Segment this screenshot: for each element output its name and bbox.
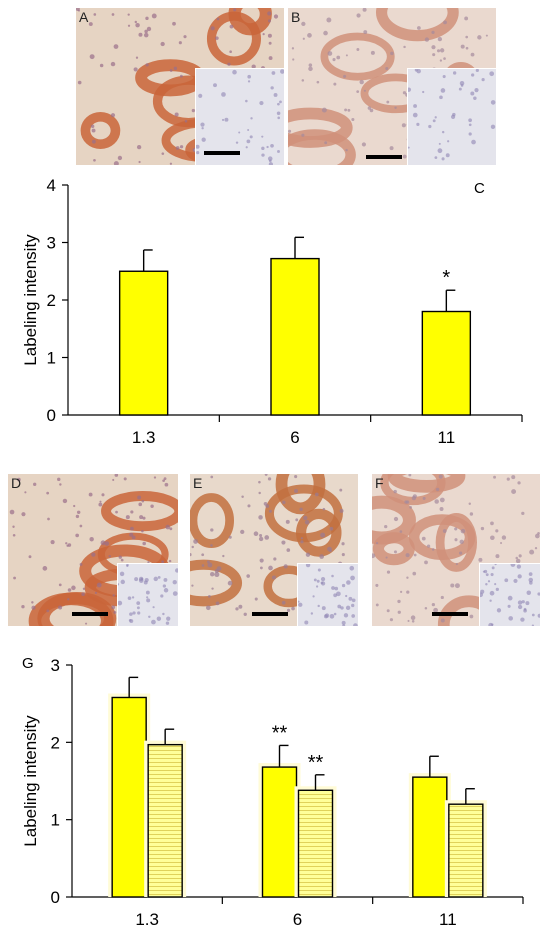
significance-marker: * [442, 267, 450, 289]
panel-label-b: B [291, 9, 301, 25]
scale-bar-f [432, 612, 468, 616]
bar [421, 310, 472, 416]
control-inset-e [297, 562, 358, 626]
panel-label-f: F [375, 475, 384, 491]
chart-panel-label: G [22, 655, 34, 672]
micrograph-panel-d: D [8, 474, 178, 626]
scale-bar-e [252, 612, 288, 616]
y-tick-label: 2 [47, 291, 56, 310]
x-tick-label: 6 [293, 910, 302, 929]
micrograph-panel-b: B [288, 8, 496, 165]
panel-label-e: E [193, 475, 203, 491]
micrograph-panel-f: F [372, 474, 540, 626]
x-tick-label: 11 [439, 910, 457, 929]
x-tick-label: 11 [438, 428, 456, 447]
micrograph-panel-e: E [190, 474, 358, 626]
y-axis-label: Labeling intensity [21, 234, 40, 366]
y-tick-label: 0 [47, 406, 56, 425]
control-inset-f [478, 562, 540, 626]
control-inset-b [406, 68, 496, 165]
scale-bar-d [72, 612, 108, 616]
y-tick-label: 3 [47, 234, 56, 253]
panel-label-a: A [79, 9, 89, 25]
y-axis-label: Labeling intensity [21, 715, 40, 847]
x-tick-label: 1.3 [132, 428, 156, 447]
bar [111, 696, 147, 898]
bar [118, 270, 169, 416]
x-tick-label: 1.3 [135, 910, 159, 929]
micrograph-panel-a: A [76, 8, 284, 165]
bar-chart-c: 0 1 2 3 4 Labeling intensity C 1.3 6 11 * [21, 176, 523, 447]
bar [448, 803, 484, 898]
bar [297, 789, 334, 898]
y-tick-label: 1 [51, 811, 60, 830]
control-inset-a [195, 68, 284, 165]
significance-marker: ** [272, 722, 288, 744]
scale-bar-b [366, 155, 402, 159]
bar [412, 776, 448, 898]
significance-marker: ** [308, 752, 324, 774]
y-tick-label: 0 [51, 888, 60, 907]
bar-chart-g: 0 1 2 3 Labeling intensity G 1.3 6 11 ** ** [21, 655, 524, 929]
bar [270, 257, 320, 416]
y-tick-label: 1 [47, 349, 56, 368]
bar [147, 743, 183, 898]
chart-panel-label: C [474, 180, 485, 197]
y-tick-label: 3 [51, 656, 60, 675]
y-tick-label: 4 [47, 176, 56, 195]
bar [261, 766, 298, 898]
y-tick-label: 2 [51, 733, 60, 752]
x-tick-label: 6 [290, 428, 299, 447]
control-inset-d [116, 563, 178, 626]
scale-bar-a [204, 151, 240, 155]
panel-label-d: D [11, 475, 22, 491]
